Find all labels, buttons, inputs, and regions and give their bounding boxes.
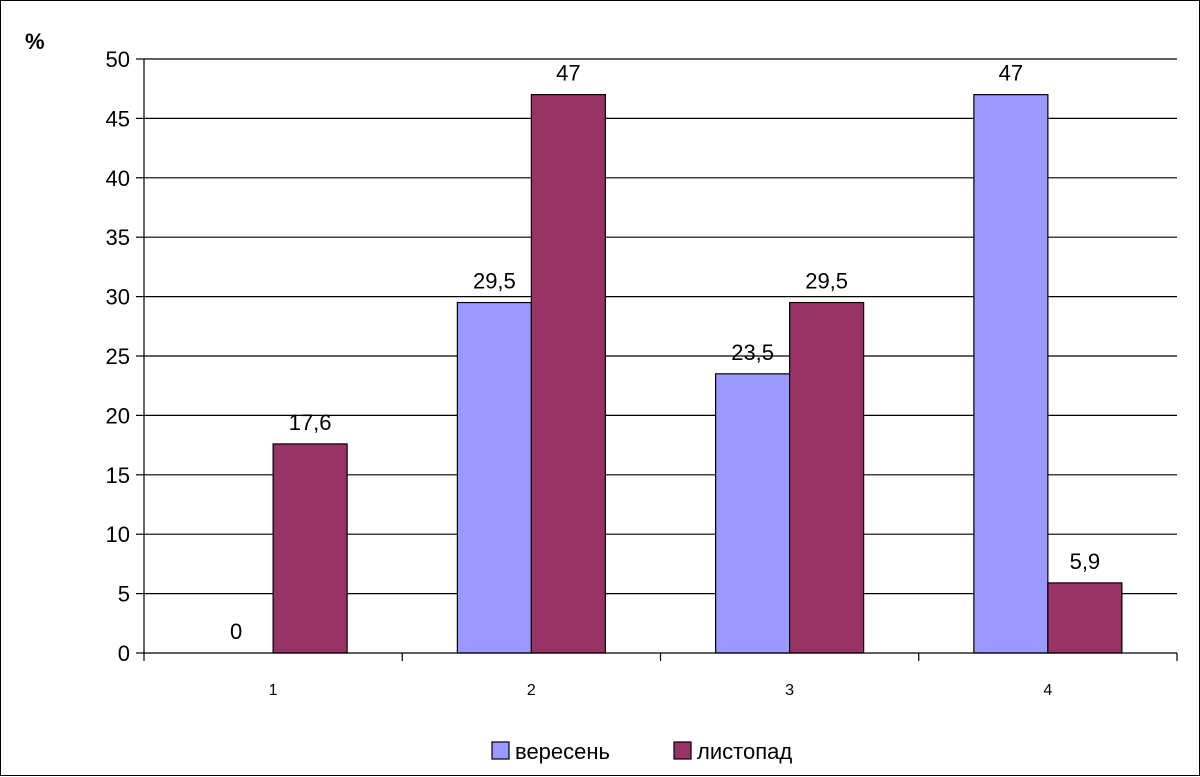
- y-tick-label: 50: [106, 47, 130, 72]
- y-tick-label: 40: [106, 166, 130, 191]
- bar-2-3: [790, 303, 864, 653]
- x-tick-label: 2: [527, 682, 536, 699]
- bar-1-2: [457, 303, 531, 653]
- legend-label-2: листопад: [697, 739, 792, 764]
- data-label: 47: [999, 61, 1023, 86]
- data-label: 29,5: [805, 269, 848, 294]
- legend-label-1: вересень: [515, 739, 610, 764]
- legend-swatch-2: [674, 742, 691, 759]
- y-tick-label: 35: [106, 225, 130, 250]
- data-label: 29,5: [473, 269, 516, 294]
- bar-1-4: [974, 95, 1048, 653]
- bar-1-3: [716, 374, 790, 653]
- x-tick-label: 4: [1043, 682, 1052, 699]
- data-label: 47: [556, 61, 580, 86]
- x-tick-label: 1: [269, 682, 278, 699]
- data-label: 0: [230, 619, 242, 644]
- data-label: 23,5: [731, 340, 774, 365]
- data-label: 17,6: [289, 410, 332, 435]
- bar-2-2: [531, 95, 605, 653]
- x-tick-label: 3: [785, 682, 794, 699]
- legend: вересень листопад: [492, 739, 792, 764]
- y-tick-label: 25: [106, 344, 130, 369]
- y-tick-label: 10: [106, 522, 130, 547]
- legend-swatch-1: [492, 742, 509, 759]
- data-label: 5,9: [1070, 549, 1101, 574]
- bar-2-4: [1048, 583, 1122, 653]
- y-axis-unit-label: %: [25, 29, 45, 54]
- bar-2-1: [273, 444, 347, 653]
- y-tick-label: 0: [118, 641, 130, 666]
- data-labels: 0 17,6 29,5 47 23,5 29,5 47 5,9: [230, 61, 1100, 644]
- y-tick-label: 15: [106, 463, 130, 488]
- y-tick-label: 5: [118, 582, 130, 607]
- y-tick-label: 30: [106, 285, 130, 310]
- y-tick-label: 45: [106, 106, 130, 131]
- y-tick-label: 20: [106, 403, 130, 428]
